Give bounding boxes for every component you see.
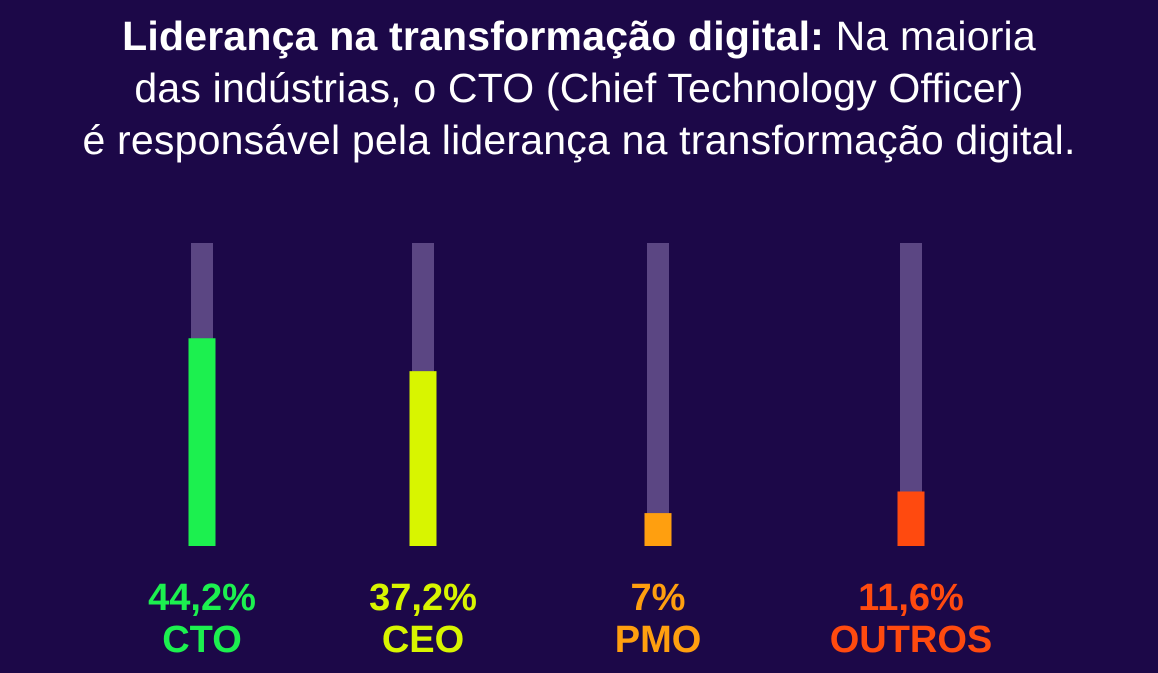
title-line-3: é responsável pela liderança na transfor… xyxy=(82,117,1076,163)
chart-title: Liderança na transformação digital: Na m… xyxy=(0,10,1158,166)
value-label-ceo: 37,2% xyxy=(369,577,477,619)
title-rest-text: Na maioria xyxy=(835,13,1036,59)
category-label-ceo: CEO xyxy=(382,619,464,661)
category-label-outros: OUTROS xyxy=(830,619,993,661)
value-label-outros: 11,6% xyxy=(858,577,964,619)
title-bold-text: Liderança na transformação digital: xyxy=(122,13,825,59)
bar-track-pmo xyxy=(647,243,669,546)
bar-outros xyxy=(897,491,925,546)
title-line-2: das indústrias, o CTO (Chief Technology … xyxy=(134,65,1024,111)
bar-cto xyxy=(188,338,216,546)
category-label-pmo: PMO xyxy=(615,619,702,661)
value-label-pmo: 7% xyxy=(631,577,686,619)
title-line-1: Liderança na transformação digital: Na m… xyxy=(0,10,1158,62)
bar-track-outros xyxy=(900,243,922,546)
bar-ceo xyxy=(409,371,437,546)
value-label-cto: 44,2% xyxy=(148,577,256,619)
category-label-cto: CTO xyxy=(162,619,242,661)
bar-pmo xyxy=(644,513,672,546)
